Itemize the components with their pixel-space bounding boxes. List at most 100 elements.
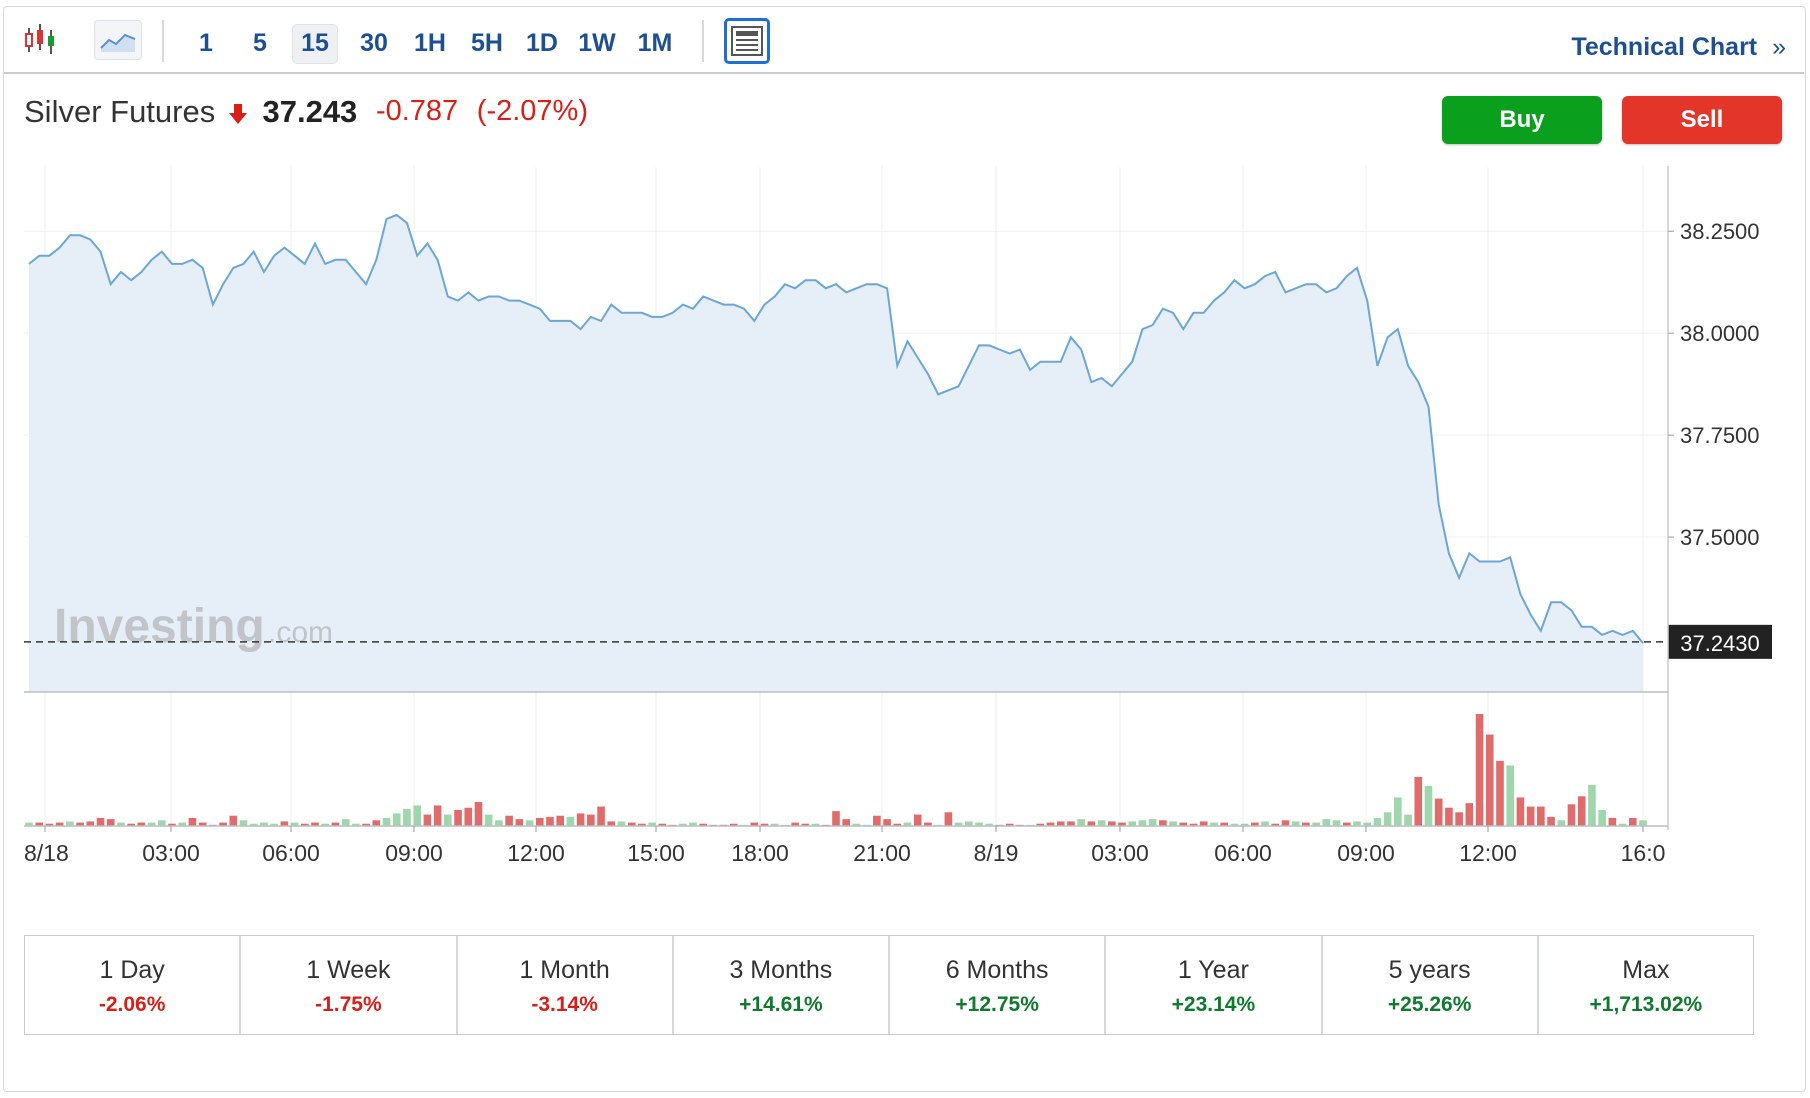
x-tick-label: 12:00 <box>1459 840 1517 866</box>
volume-bar <box>331 822 340 826</box>
volume-bar <box>1526 806 1535 826</box>
performance-cell[interactable]: 1 Month -3.14% <box>458 936 674 1034</box>
volume-bar <box>35 822 44 826</box>
volume-bar <box>811 823 820 826</box>
volume-bar <box>954 822 963 826</box>
volume-bar <box>750 822 759 826</box>
volume-bar <box>362 823 370 826</box>
volume-bar <box>178 822 187 826</box>
volume-bar <box>474 802 483 826</box>
volume-bar <box>893 823 902 826</box>
timeframe-1mo[interactable]: 1M <box>637 29 673 57</box>
volume-bar <box>352 823 360 826</box>
volume-bar <box>1373 818 1382 826</box>
volume-bar <box>1271 823 1280 826</box>
x-tick-label: 09:00 <box>385 840 443 866</box>
timeframe-5h[interactable]: 5H <box>471 29 503 57</box>
volume-bar <box>1465 803 1474 826</box>
y-tick-label: 37.7500 <box>1680 423 1760 448</box>
layout-icon[interactable] <box>724 18 770 64</box>
performance-cell[interactable]: 1 Week -1.75% <box>241 936 458 1034</box>
sell-button[interactable]: Sell <box>1622 96 1782 144</box>
volume-bar <box>964 821 973 826</box>
volume-bar <box>1056 821 1065 826</box>
timeframe-1d[interactable]: 1D <box>526 29 558 57</box>
performance-value: +12.75% <box>955 993 1039 1016</box>
volume-bar <box>290 822 299 826</box>
volume-bar <box>546 816 554 826</box>
volume-bar <box>985 823 994 826</box>
volume-bar <box>842 819 851 826</box>
volume-bar <box>66 821 74 826</box>
volume-bar <box>505 815 513 826</box>
x-tick-label: 12:00 <box>507 840 565 866</box>
volume-bar <box>515 819 524 826</box>
volume-bar <box>638 823 646 826</box>
volume-bar <box>444 814 452 826</box>
volume-bar <box>1097 820 1106 826</box>
volume-bar <box>1005 823 1014 826</box>
timeframe-15m[interactable]: 15 <box>292 24 338 64</box>
performance-period: 1 Day <box>99 956 165 984</box>
buy-button[interactable]: Buy <box>1442 96 1602 144</box>
performance-cell[interactable]: 1 Day -2.06% <box>25 936 242 1034</box>
volume-bar <box>1077 819 1085 826</box>
volume-bar <box>566 816 575 826</box>
volume-bar <box>117 822 125 826</box>
volume-bar <box>1302 822 1310 826</box>
volume-bar <box>924 822 932 826</box>
performance-cell[interactable]: Max +1,713.02% <box>1539 936 1753 1034</box>
performance-cell[interactable]: 6 Months +12.75% <box>890 936 1107 1034</box>
volume-bar <box>55 822 64 826</box>
volume-bar <box>1557 820 1566 826</box>
timeframe-5m[interactable]: 5 <box>253 29 267 57</box>
instrument-name: Silver Futures <box>24 93 216 129</box>
volume-bar <box>260 822 268 826</box>
volume-bar <box>913 814 922 826</box>
volume-bar <box>576 813 585 826</box>
chart-toolbar: 1 5 15 30 1H 5H 1D 1W 1M Technical Chart… <box>4 10 1804 74</box>
technical-chart-link[interactable]: Technical Chart » <box>1571 33 1786 62</box>
volume-bar <box>1159 820 1167 826</box>
volume-bar <box>382 818 391 826</box>
volume-bar <box>495 820 503 826</box>
volume-bar <box>1496 760 1504 826</box>
price-change: -0.787 <box>375 95 459 128</box>
volume-bar <box>1332 820 1341 826</box>
price-line <box>28 213 1644 644</box>
volume-bar <box>617 821 626 826</box>
volume-bar <box>249 823 258 826</box>
volume-bar <box>25 822 33 826</box>
volume-bar <box>1322 819 1331 826</box>
performance-cell[interactable]: 3 Months +14.61% <box>674 936 890 1034</box>
volume-bar <box>433 805 442 826</box>
candlestick-icon[interactable] <box>20 20 60 60</box>
timeframe-1h[interactable]: 1H <box>414 29 446 57</box>
volume-bar <box>403 808 411 826</box>
volume-bar <box>413 805 421 826</box>
performance-period: Max <box>1622 956 1670 984</box>
volume-bar <box>372 820 381 826</box>
instrument-header: Silver Futures 37.243 -0.787 (-2.07%) <box>24 92 588 130</box>
volume-bar <box>873 815 881 826</box>
volume-bar <box>648 822 656 826</box>
volume-bar <box>883 819 891 826</box>
volume-bar <box>535 818 544 826</box>
x-tick-label: 18:00 <box>731 840 789 866</box>
area-chart-icon[interactable] <box>94 20 142 60</box>
volume-bar <box>627 822 636 826</box>
volume-bar <box>1475 714 1484 826</box>
volume-bar <box>1281 820 1290 826</box>
volume-bar <box>188 818 197 826</box>
performance-cell[interactable]: 5 years +25.26% <box>1323 936 1539 1034</box>
price-chart[interactable]: Investing .com 37.2430 38.2500 38.0000 37.750… <box>0 0 1810 930</box>
timeframe-1m[interactable]: 1 <box>199 29 213 57</box>
volume-bar <box>1445 807 1453 826</box>
performance-cell[interactable]: 1 Year +23.14% <box>1106 936 1323 1034</box>
timeframe-1w[interactable]: 1W <box>578 29 616 57</box>
watermark-brand: Investing <box>54 600 265 653</box>
performance-value: +23.14% <box>1171 993 1256 1016</box>
volume-bar <box>587 814 595 826</box>
volume-bar <box>1567 804 1576 826</box>
timeframe-30m[interactable]: 30 <box>360 29 388 57</box>
